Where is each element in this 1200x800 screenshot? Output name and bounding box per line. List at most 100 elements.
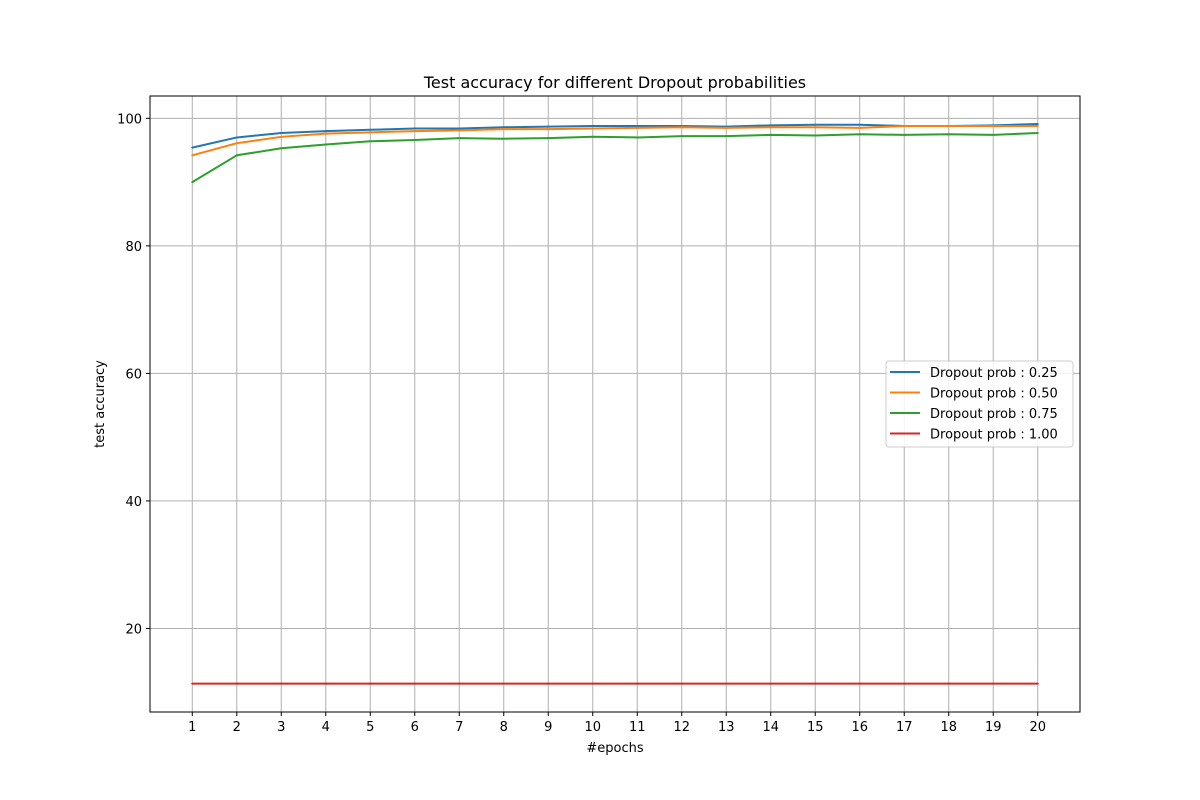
data-point	[458, 129, 461, 132]
data-point	[814, 682, 817, 685]
data-point	[502, 128, 505, 131]
data-point	[191, 682, 194, 685]
data-point	[947, 133, 950, 136]
data-point	[769, 126, 772, 129]
x-tick-label: 11	[629, 720, 646, 735]
x-tick-label: 6	[411, 720, 419, 735]
data-point	[191, 181, 194, 184]
series-line-3	[191, 131, 1038, 183]
data-point	[235, 682, 238, 685]
data-point	[547, 128, 550, 131]
data-point	[903, 682, 906, 685]
x-tick-label: 13	[718, 720, 735, 735]
data-point	[191, 154, 194, 157]
y-tick-label: 100	[117, 112, 142, 127]
data-point	[235, 154, 238, 157]
data-point	[680, 135, 683, 138]
legend-label: Dropout prob : 0.25	[930, 366, 1058, 381]
x-tick-label: 20	[1029, 720, 1046, 735]
data-point	[903, 133, 906, 136]
x-tick-label: 15	[807, 720, 824, 735]
data-point	[636, 126, 639, 129]
x-tick-label: 18	[940, 720, 957, 735]
x-tick-label: 12	[673, 720, 690, 735]
data-point	[502, 682, 505, 685]
data-point	[591, 682, 594, 685]
data-point	[1036, 682, 1039, 685]
data-point	[458, 127, 461, 130]
data-point	[458, 682, 461, 685]
data-point	[636, 682, 639, 685]
y-tick-label: 60	[125, 367, 142, 382]
x-tick-label: 10	[584, 720, 601, 735]
plot-frame	[149, 95, 1081, 713]
data-point	[725, 135, 728, 138]
series-line-2	[192, 124, 1038, 157]
series-lines	[191, 123, 1039, 685]
y-axis-label: test accuracy	[93, 360, 108, 448]
x-tick-label: 5	[366, 720, 374, 735]
chart-title: Test accuracy for different Dropout prob…	[423, 73, 806, 92]
data-point	[1036, 131, 1039, 134]
x-tick-label: 4	[322, 720, 330, 735]
data-point	[547, 125, 550, 128]
data-point	[280, 135, 283, 138]
data-point	[858, 123, 861, 126]
data-point	[636, 124, 639, 127]
data-point	[814, 126, 817, 129]
data-point	[235, 142, 238, 145]
data-point	[769, 124, 772, 127]
data-point	[680, 126, 683, 129]
x-tick-label: 7	[455, 720, 463, 735]
data-point	[769, 682, 772, 685]
data-point	[769, 133, 772, 136]
data-point	[369, 131, 372, 134]
data-point	[547, 137, 550, 140]
data-point	[903, 124, 906, 127]
data-point	[369, 682, 372, 685]
data-point	[502, 137, 505, 140]
data-point	[725, 682, 728, 685]
data-point	[591, 124, 594, 127]
y-tick-label: 20	[125, 622, 142, 637]
data-point	[369, 140, 372, 143]
grid	[150, 96, 1080, 712]
legend-label: Dropout prob : 0.50	[930, 387, 1058, 402]
legend-box	[885, 360, 1074, 448]
data-point	[369, 128, 372, 131]
data-point	[947, 124, 950, 127]
data-point	[413, 127, 416, 130]
data-point	[280, 147, 283, 150]
data-point	[324, 682, 327, 685]
data-point	[413, 139, 416, 141]
data-point	[725, 126, 728, 129]
data-point	[591, 135, 594, 138]
data-point	[814, 123, 817, 126]
x-tick-label: 16	[851, 720, 868, 735]
legend-label: Dropout prob : 0.75	[930, 407, 1058, 422]
data-point	[324, 143, 327, 146]
data-point	[814, 134, 817, 137]
data-point	[235, 136, 238, 139]
legend: Dropout prob : 0.25 Dropout prob : 0.50 Dr…	[885, 360, 1074, 448]
y-tick-label: 80	[125, 240, 142, 255]
y-tick-label: 40	[125, 495, 142, 510]
data-point	[858, 126, 861, 129]
x-tick-label: 19	[985, 720, 1002, 735]
data-point	[458, 137, 461, 140]
x-tick-label: 14	[762, 720, 779, 735]
data-point	[280, 682, 283, 685]
x-tick-label: 2	[233, 720, 241, 735]
data-point	[413, 682, 416, 685]
data-point	[992, 133, 995, 136]
data-point	[858, 682, 861, 685]
data-point	[324, 132, 327, 135]
x-tick-label: 8	[500, 720, 508, 735]
data-point	[324, 130, 327, 133]
data-point	[1036, 124, 1039, 127]
data-point	[280, 131, 283, 134]
data-point	[191, 146, 194, 149]
data-point	[992, 682, 995, 685]
x-tick-label: 17	[896, 720, 913, 735]
data-point	[502, 126, 505, 129]
